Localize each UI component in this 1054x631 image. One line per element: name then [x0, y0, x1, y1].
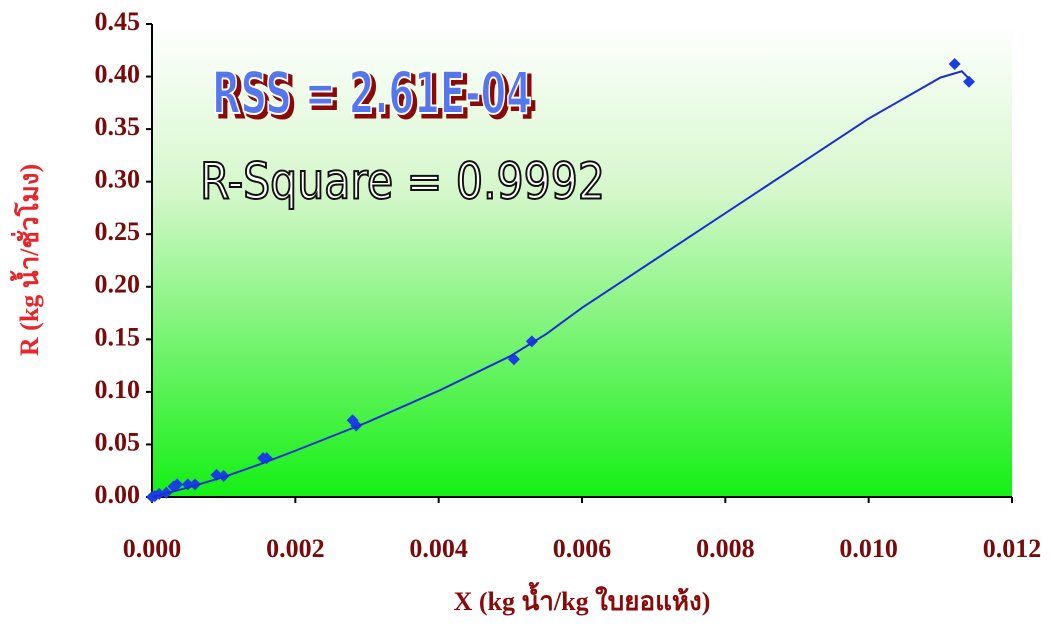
- y-tick-label: 0.15: [95, 322, 141, 351]
- y-tick-label: 0.05: [95, 427, 141, 456]
- annotation: R-Square = 0.9992: [200, 153, 605, 211]
- point: [189, 478, 201, 491]
- annotation-shadow: RSS = 2.61E-04: [216, 63, 536, 131]
- y-tick-label: 0.25: [95, 217, 141, 246]
- point: [507, 353, 520, 366]
- x-tick-label: 0.004: [409, 534, 468, 563]
- x-tick-label: 0.006: [553, 534, 612, 563]
- x-tick-label: 0.000: [123, 534, 182, 563]
- y-tick-label: 0.20: [95, 270, 141, 299]
- y-tick-label: 0.00: [95, 480, 141, 509]
- fit-line: [151, 70, 970, 498]
- x-tick-label: 0.012: [983, 534, 1042, 563]
- x-tick-label: 0.002: [266, 534, 325, 563]
- point: [963, 75, 975, 88]
- point: [171, 478, 184, 491]
- point: [948, 57, 961, 70]
- y-tick-label: 0.40: [95, 60, 141, 89]
- plot-area: [152, 24, 1012, 497]
- x-tick-label: 0.008: [696, 534, 755, 563]
- x-axis-label: X (kg น้ำ/kg ใบยอแห้ง): [454, 581, 711, 616]
- x-tick-label: 0.010: [839, 534, 898, 563]
- annotation: RSS = 2.61E-04: [212, 59, 532, 127]
- y-tick-label: 0.45: [95, 7, 141, 36]
- y-tick-label: 0.35: [95, 112, 141, 141]
- y-axis-label: R (kg น้ำ/ชั่วโมง): [9, 164, 44, 356]
- y-tick-label: 0.30: [95, 165, 141, 194]
- y-tick-label: 0.10: [95, 375, 141, 404]
